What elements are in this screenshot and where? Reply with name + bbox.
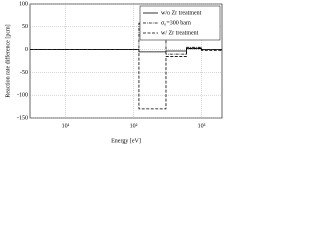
chart: Energy [eV] Reaction rate difference [pc… xyxy=(4,1,223,144)
y-axis-label: Reaction rate difference [pcm] xyxy=(4,24,11,97)
legend-label: σ₀=300 barn xyxy=(161,20,191,26)
x-axis-label: Energy [eV] xyxy=(111,138,141,144)
y-tick-label: 0 xyxy=(25,47,28,53)
y-tick-label: -100 xyxy=(17,93,28,99)
x-tick-label: 10² xyxy=(130,123,138,129)
y-tick-label: 100 xyxy=(19,1,28,7)
x-tick-label: 10³ xyxy=(198,123,206,129)
y-tick-label: -150 xyxy=(17,115,28,121)
x-tick-label: 10¹ xyxy=(62,123,70,129)
y-tick-label: 50 xyxy=(22,24,28,30)
y-tick-label: -50 xyxy=(20,70,28,76)
series-line xyxy=(30,22,222,55)
series-line xyxy=(30,47,222,110)
legend-label: w/ Zr treatment xyxy=(161,30,199,36)
legend-label: w/o Zr treatment xyxy=(161,10,202,16)
